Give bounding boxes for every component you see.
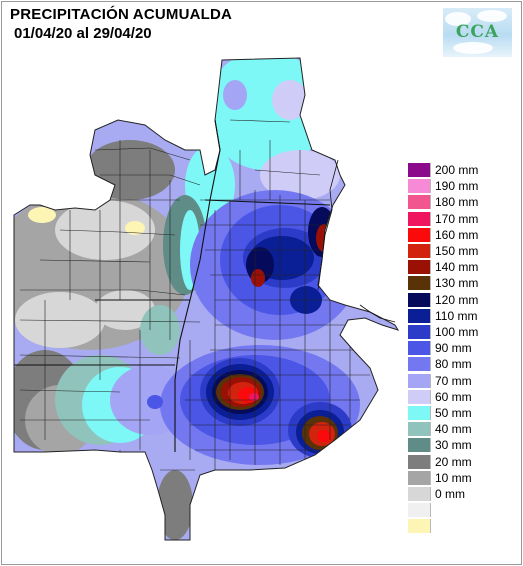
- legend-item: 60 mm: [408, 389, 518, 405]
- legend-item: 70 mm: [408, 373, 518, 389]
- legend-item: 150 mm: [408, 243, 518, 259]
- legend-label: 130 mm: [435, 276, 479, 291]
- legend-swatch: [408, 308, 431, 323]
- legend-swatch: [408, 503, 431, 518]
- legend-label: 0 mm: [435, 487, 465, 501]
- legend-item: 30 mm: [408, 437, 518, 453]
- region-outline: [13, 57, 400, 541]
- rain-field: [14, 58, 398, 540]
- legend-label: 190 mm: [435, 179, 479, 194]
- legend-label: 10 mm: [435, 470, 472, 485]
- legend-item: 170 mm: [408, 211, 518, 227]
- legend-label: 50 mm: [435, 406, 472, 420]
- legend-item: 190 mm: [408, 178, 518, 194]
- legend-label: 180 mm: [435, 195, 479, 210]
- legend-item: 160 mm: [408, 227, 518, 243]
- legend-label: 90 mm: [435, 341, 472, 356]
- legend-label: 80 mm: [435, 357, 472, 372]
- legend-swatch: [408, 519, 431, 534]
- cca-logo: CCA: [443, 8, 512, 57]
- coastline: [317, 159, 396, 323]
- legend-label: 60 mm: [435, 389, 472, 404]
- legend-item: 20 mm: [408, 454, 518, 470]
- legend-label: 100 mm: [435, 325, 479, 339]
- legend-item: 100 mm: [408, 324, 518, 340]
- map-title: PRECIPITACIÓN ACUMUALDA: [10, 6, 233, 23]
- department-borders: [19, 119, 370, 500]
- legend-swatch: [408, 357, 431, 372]
- legend-label: 70 mm: [435, 373, 472, 388]
- legend-item: 90 mm: [408, 340, 518, 356]
- legend-item: 10 mm: [408, 470, 518, 486]
- legend-label: 150 mm: [435, 244, 479, 258]
- legend-swatch: [408, 163, 431, 177]
- legend-item: 140 mm: [408, 259, 518, 275]
- legend-swatch: [408, 227, 431, 242]
- legend-swatch: [408, 211, 431, 226]
- legend-item: [408, 502, 518, 518]
- legend-swatch: [408, 292, 431, 307]
- legend-item: 180 mm: [408, 194, 518, 210]
- legend-label: 140 mm: [435, 260, 479, 275]
- date-range: 01/04/20 al 29/04/20: [14, 25, 152, 42]
- legend-swatch: [408, 260, 431, 275]
- legend-swatch: [408, 438, 431, 453]
- legend-label: 160 mm: [435, 227, 479, 242]
- legend-swatch: [408, 487, 431, 501]
- legend-item: 80 mm: [408, 356, 518, 372]
- legend-item: 50 mm: [408, 405, 518, 421]
- legend-label: 110 mm: [435, 308, 478, 323]
- legend-swatch: [408, 454, 431, 469]
- legend-label: 120 mm: [435, 292, 479, 307]
- legend-label: 20 mm: [435, 454, 472, 469]
- province-borders: [14, 119, 331, 452]
- legend-swatch: [408, 244, 431, 258]
- legend-item: 0 mm: [408, 486, 518, 502]
- legend-swatch: [408, 422, 431, 437]
- legend-swatch: [408, 325, 431, 339]
- legend-label: 170 mm: [435, 211, 479, 226]
- legend-swatch: [408, 389, 431, 404]
- logo-text: CCA: [455, 22, 500, 42]
- legend-swatch: [408, 195, 431, 210]
- legend-swatch: [408, 179, 431, 194]
- legend-label: 200 mm: [435, 163, 479, 177]
- legend-swatch: [408, 373, 431, 388]
- legend-swatch: [408, 470, 431, 485]
- legend-label: 30 mm: [435, 438, 472, 453]
- legend-item: [408, 518, 518, 534]
- legend-swatch: [408, 341, 431, 356]
- legend-swatch: [408, 406, 431, 420]
- legend-label: 40 mm: [435, 422, 472, 437]
- legend-item: 40 mm: [408, 421, 518, 437]
- legend-item: 200 mm: [408, 162, 518, 178]
- legend-item: 110 mm: [408, 308, 518, 324]
- legend-item: 130 mm: [408, 275, 518, 291]
- legend-item: 120 mm: [408, 292, 518, 308]
- legend-swatch: [408, 276, 431, 291]
